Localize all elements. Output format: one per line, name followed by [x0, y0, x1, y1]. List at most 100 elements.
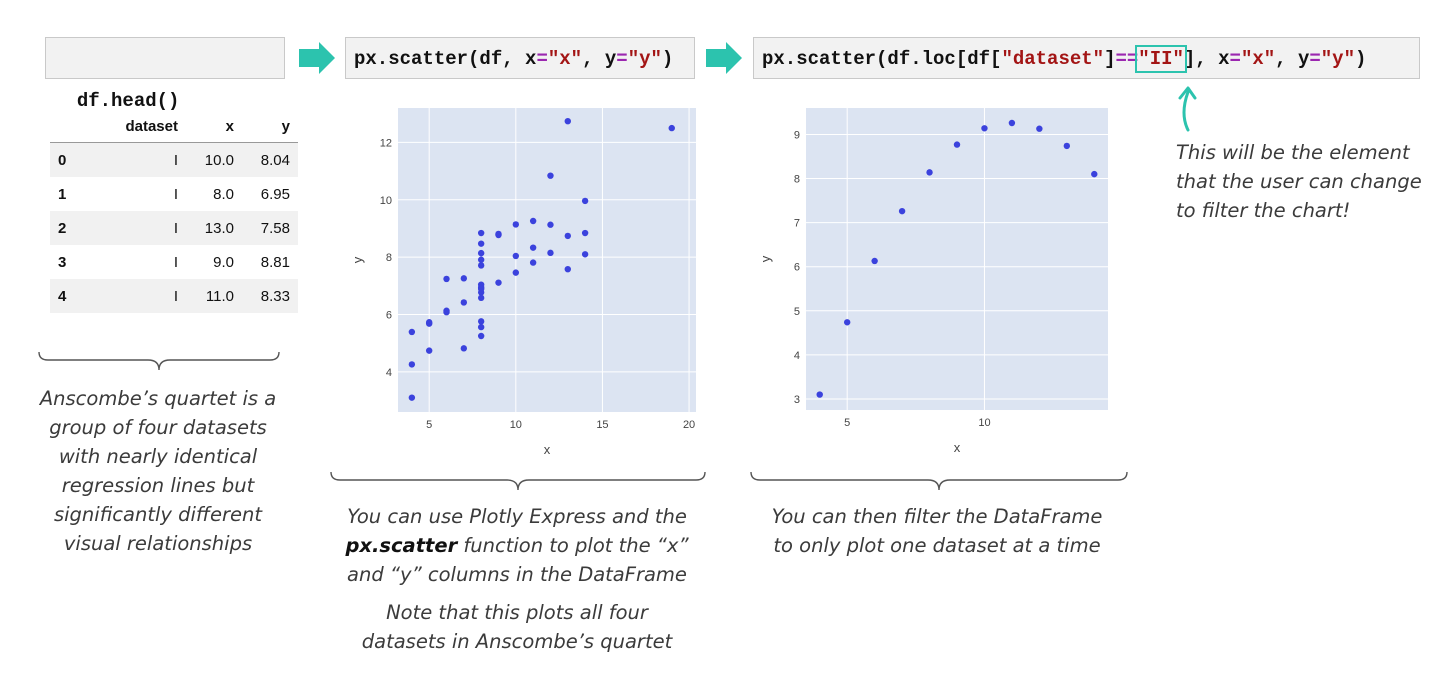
data-point: [460, 299, 468, 306]
code-token: y: [1297, 48, 1310, 70]
y-axis-label: y: [760, 255, 773, 262]
data-point: [477, 323, 485, 331]
table-header-row: dataset x y: [50, 110, 298, 143]
caption-line: to only plot one dataset at a time: [773, 534, 1101, 557]
code-operator: =: [1309, 48, 1321, 70]
code-token: ],: [1183, 48, 1219, 70]
y-tick-label: 4: [386, 367, 392, 379]
anscombe-caption: Anscombe’s quartet is a group of four da…: [20, 384, 296, 558]
data-point: [443, 275, 450, 283]
data-point: [512, 221, 520, 228]
plotly-express-caption: You can use Plotly Express and the px.sc…: [312, 502, 722, 589]
y-tick-label: 4: [794, 350, 800, 362]
table-row: 0 I 10.0 8.04: [50, 142, 298, 177]
y-tick-label: 12: [380, 137, 392, 149]
data-point: [1091, 170, 1098, 178]
data-point: [477, 285, 485, 293]
code-string: "y": [1320, 48, 1355, 70]
data-point: [529, 259, 537, 266]
data-point: [581, 251, 589, 258]
code-token: ]: [1104, 48, 1116, 70]
row-index: 2: [50, 211, 90, 245]
table-row: 3 I 9.0 8.81: [50, 245, 298, 279]
data-point: [443, 308, 450, 316]
data-point: [581, 229, 589, 237]
caption-line: and “y” columns in the DataFrame: [347, 563, 687, 586]
x-tick-label: 5: [426, 419, 432, 431]
caption-line: significantly different: [53, 503, 263, 526]
data-point: [477, 240, 485, 247]
data-point: [408, 394, 416, 401]
callout-arrow-icon: [1178, 86, 1197, 132]
table-row: 1 I 8.0 6.95: [50, 177, 298, 211]
data-point: [512, 252, 520, 260]
right-brace: [750, 471, 1128, 491]
data-point: [1036, 125, 1043, 132]
caption-line: This will be the element: [1176, 141, 1410, 164]
code-token: ,: [1275, 48, 1298, 70]
table-cell: 8.81: [260, 253, 290, 271]
data-point: [408, 361, 416, 368]
plot-area: [398, 108, 696, 412]
data-point: [408, 328, 416, 336]
data-point: [477, 332, 485, 340]
x-tick-label: 20: [683, 419, 695, 431]
caption-line: px.scatter function to plot the “x”: [312, 531, 722, 560]
data-point: [477, 294, 485, 302]
arrow-right-icon: [299, 42, 335, 74]
table-cell: 10.0: [186, 142, 242, 177]
caption-line: group of four datasets: [49, 416, 267, 439]
y-tick-label: 7: [794, 218, 800, 230]
middle-brace: [330, 471, 706, 491]
caption-line: regression lines but: [61, 474, 255, 497]
data-point: [564, 265, 571, 273]
filter-element-annotation: This will be the element that the user c…: [1176, 138, 1446, 225]
x-tick-label: 5: [844, 417, 850, 429]
code-head-text: df.head(): [76, 90, 180, 112]
code-operator: ==: [1115, 48, 1139, 70]
table-cell: 9.0: [213, 253, 234, 271]
y-tick-label: 8: [794, 174, 800, 186]
table-cell: I: [173, 185, 178, 203]
dataset-filter-value[interactable]: "II": [1135, 45, 1187, 73]
data-point: [1008, 119, 1016, 127]
data-point: [843, 319, 851, 326]
code-string: "x": [547, 48, 583, 70]
scatter-chart-dataset-ii[interactable]: 3 4 5 6 7 8 9 5 10 x y: [760, 100, 1120, 465]
data-point: [871, 257, 878, 265]
caption-line: You can use Plotly Express and the: [347, 505, 687, 528]
table-cell: 6.95: [260, 185, 290, 203]
code-string: "y": [627, 48, 662, 70]
data-point: [495, 231, 502, 239]
table-cell: I: [90, 279, 186, 313]
plot-area: [806, 108, 1108, 410]
row-index: 0: [50, 142, 90, 177]
data-point: [477, 262, 485, 269]
code-token: px.scatter(df.loc[df[: [762, 48, 1002, 70]
caption-line: to filter the chart!: [1176, 199, 1351, 222]
code-operator: =: [536, 48, 548, 70]
data-point: [477, 249, 485, 257]
data-point: [547, 221, 554, 228]
code-string: "dataset": [1001, 48, 1105, 70]
code-cell-scatter-all[interactable]: px.scatter(df, x="x", y="y"): [345, 37, 695, 79]
y-tick-label: 9: [794, 129, 800, 141]
column-header: [50, 110, 90, 143]
scatter-chart-all-datasets[interactable]: 4 6 8 10 12 5 10 15 20 x y: [340, 100, 710, 465]
table-cell: I: [90, 211, 186, 245]
code-cell-head[interactable]: df.head(): [45, 37, 285, 112]
y-tick-label: 8: [386, 252, 392, 264]
y-tick-label: 6: [794, 262, 800, 274]
data-point: [529, 244, 537, 251]
code-string: "x": [1240, 48, 1276, 70]
data-point: [547, 249, 554, 257]
code-token: x: [1218, 48, 1230, 70]
code-cell-scatter-filtered[interactable]: px.scatter(df.loc[df["dataset"]=="II"], …: [753, 37, 1420, 79]
code-operator: =: [1229, 48, 1241, 70]
code-token: ,: [582, 48, 605, 70]
data-point: [477, 229, 485, 237]
code-token: px.scatter(df,: [354, 48, 526, 70]
column-header: dataset: [90, 110, 186, 143]
data-point: [425, 347, 433, 354]
column-header: x: [186, 110, 242, 143]
